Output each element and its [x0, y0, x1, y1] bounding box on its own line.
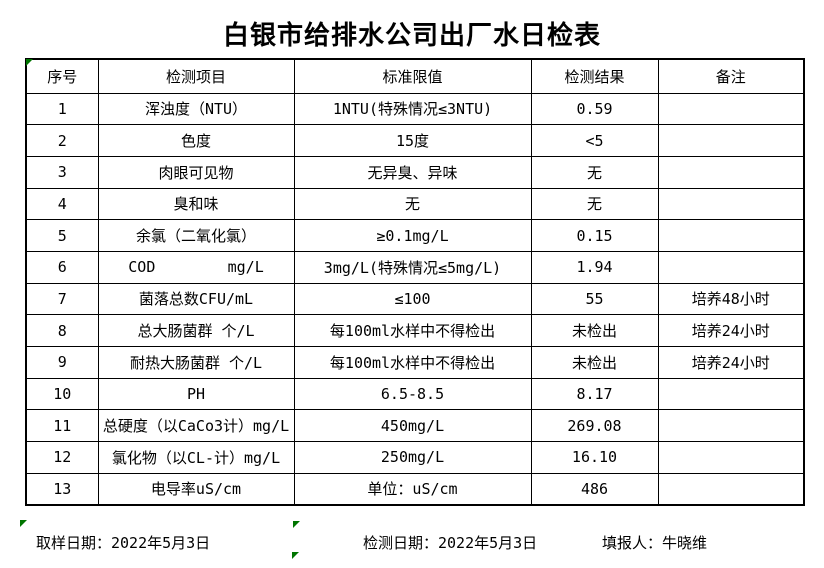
- cell-standard: ≤100: [293, 282, 532, 316]
- cell-result: 8.17: [530, 377, 659, 411]
- cell-item: 臭和味: [97, 187, 295, 221]
- cell-item: 余氯（二氧化氯）: [97, 219, 295, 252]
- cell-remark: [657, 472, 805, 506]
- cell-remark: [657, 377, 805, 411]
- cell-item: 色度: [97, 124, 295, 157]
- cell-no: 9: [25, 346, 99, 379]
- cell-item: 肉眼可见物: [97, 155, 295, 189]
- cell-no: 11: [25, 409, 99, 443]
- footer: 取样日期：2022年5月3日 检测日期：2022年5月3日 填报人：牛晓维: [0, 532, 824, 554]
- testing-date: 检测日期：2022年5月3日: [363, 534, 538, 552]
- cell-no: 3: [25, 155, 99, 189]
- cell-no: 6: [25, 250, 99, 284]
- header-remark: 备注: [657, 58, 805, 94]
- error-indicator-icon: [293, 521, 300, 528]
- cell-remark: 培养48小时: [657, 282, 805, 316]
- cell-no: 10: [25, 377, 99, 411]
- cell-result: 1.94: [530, 250, 659, 284]
- table-row: 4 臭和味 无 无: [25, 187, 805, 221]
- cell-standard: 6.5-8.5: [293, 377, 532, 411]
- table-row: 3 肉眼可见物 无异臭、异味 无: [25, 155, 805, 189]
- header-result: 检测结果: [530, 58, 659, 94]
- cell-result: 486: [530, 472, 659, 506]
- cell-item: COD mg/L: [97, 250, 295, 284]
- table-row: 7 菌落总数CFU/mL ≤100 55 培养48小时: [25, 282, 805, 316]
- cell-standard: 3mg/L(特殊情况≤5mg/L): [293, 250, 532, 284]
- cell-no: 8: [25, 314, 99, 347]
- table-row: 9 耐热大肠菌群 个/L 每100ml水样中不得检出 未检出 培养24小时: [25, 346, 805, 379]
- cell-result: 269.08: [530, 409, 659, 443]
- table-row: 2 色度 15度 <5: [25, 124, 805, 157]
- cell-no: 12: [25, 441, 99, 474]
- cell-standard: 每100ml水样中不得检出: [293, 346, 532, 379]
- cell-remark: 培养24小时: [657, 346, 805, 379]
- cell-item: 菌落总数CFU/mL: [97, 282, 295, 316]
- table-header-row: 序号 检测项目 标准限值 检测结果 备注: [25, 58, 805, 94]
- error-indicator-icon: [292, 552, 299, 559]
- cell-standard: 单位：uS/cm: [293, 472, 532, 506]
- cell-result: 无: [530, 155, 659, 189]
- page-title: 白银市给排水公司出厂水日检表: [222, 21, 601, 51]
- cell-remark: [657, 219, 805, 252]
- cell-no: 7: [25, 282, 99, 316]
- reporter-name: 填报人：牛晓维: [602, 534, 708, 552]
- table-row: 10 PH 6.5-8.5 8.17: [25, 377, 805, 411]
- cell-remark: [657, 155, 805, 189]
- cell-result: 0.15: [530, 219, 659, 252]
- cell-standard: 每100ml水样中不得检出: [293, 314, 532, 347]
- cell-remark: [657, 92, 805, 126]
- header-standard: 标准限值: [293, 58, 532, 94]
- sampling-date: 取样日期：2022年5月3日: [36, 534, 211, 552]
- cell-result: 无: [530, 187, 659, 221]
- cell-no: 2: [25, 124, 99, 157]
- cell-standard: 无异臭、异味: [293, 155, 532, 189]
- error-indicator-icon: [26, 59, 33, 66]
- cell-standard: 15度: [293, 124, 532, 157]
- cell-standard: 450mg/L: [293, 409, 532, 443]
- table-row: 6 COD mg/L 3mg/L(特殊情况≤5mg/L) 1.94: [25, 250, 805, 284]
- cell-result: <5: [530, 124, 659, 157]
- cell-item: 总硬度（以CaCo3计）mg/L: [97, 409, 295, 443]
- header-no: 序号: [25, 58, 99, 94]
- daily-inspection-table: 序号 检测项目 标准限值 检测结果 备注 1 浑浊度（NTU） 1NTU(特殊情…: [25, 58, 805, 506]
- cell-result: 55: [530, 282, 659, 316]
- cell-result: 16.10: [530, 441, 659, 474]
- cell-item: 氯化物（以CL-计）mg/L: [97, 441, 295, 474]
- cell-item: 耐热大肠菌群 个/L: [97, 346, 295, 379]
- cell-remark: [657, 250, 805, 284]
- cell-item: 电导率uS/cm: [97, 472, 295, 506]
- table-row: 5 余氯（二氧化氯） ≥0.1mg/L 0.15: [25, 219, 805, 252]
- cell-standard: 250mg/L: [293, 441, 532, 474]
- cell-remark: [657, 124, 805, 157]
- cell-no: 13: [25, 472, 99, 506]
- cell-remark: [657, 187, 805, 221]
- header-item: 检测项目: [97, 58, 295, 94]
- cell-result: 未检出: [530, 346, 659, 379]
- cell-result: 未检出: [530, 314, 659, 347]
- cell-remark: 培养24小时: [657, 314, 805, 347]
- cell-item: 总大肠菌群 个/L: [97, 314, 295, 347]
- table-row: 12 氯化物（以CL-计）mg/L 250mg/L 16.10: [25, 441, 805, 474]
- cell-item: PH: [97, 377, 295, 411]
- cell-no: 1: [25, 92, 99, 126]
- table-row: 11 总硬度（以CaCo3计）mg/L 450mg/L 269.08: [25, 409, 805, 443]
- table-row: 1 浑浊度（NTU） 1NTU(特殊情况≤3NTU) 0.59: [25, 92, 805, 126]
- cell-standard: ≥0.1mg/L: [293, 219, 532, 252]
- cell-remark: [657, 409, 805, 443]
- cell-remark: [657, 441, 805, 474]
- cell-result: 0.59: [530, 92, 659, 126]
- table-row: 13 电导率uS/cm 单位：uS/cm 486: [25, 472, 805, 506]
- cell-standard: 无: [293, 187, 532, 221]
- cell-no: 5: [25, 219, 99, 252]
- table-row: 8 总大肠菌群 个/L 每100ml水样中不得检出 未检出 培养24小时: [25, 314, 805, 347]
- cell-no: 4: [25, 187, 99, 221]
- error-indicator-icon: [20, 520, 27, 527]
- cell-item: 浑浊度（NTU）: [97, 92, 295, 126]
- cell-standard: 1NTU(特殊情况≤3NTU): [293, 92, 532, 126]
